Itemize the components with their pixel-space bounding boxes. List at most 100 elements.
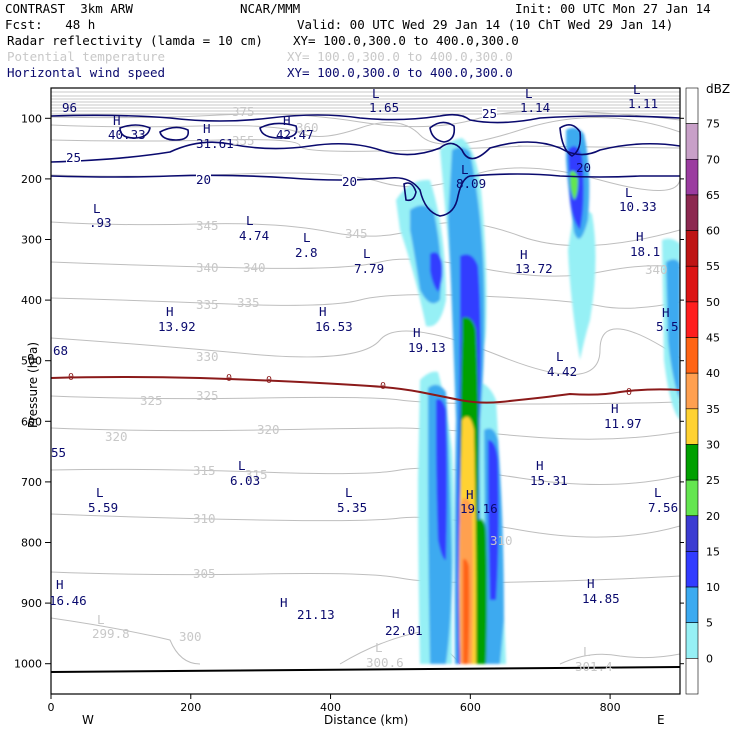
dbz-cell-green-east — [570, 171, 578, 200]
field-reflectivity-xy: XY= 100.0,300.0 to 400.0,300.0 — [293, 33, 519, 48]
colorbar-swatch — [685, 337, 699, 374]
wind-contour-25-top — [51, 113, 680, 124]
y-tick-label: 300 — [21, 234, 42, 247]
theta-label: 300 — [179, 629, 202, 644]
theta-label: 320 — [257, 422, 280, 437]
theta-contour-325 — [51, 395, 680, 405]
dbz-cell-dark-orange — [463, 558, 470, 664]
extremum-letter: H — [203, 121, 211, 136]
extremum-value: 1.14 — [520, 100, 551, 115]
theta-extremum-value: 300.6 — [366, 655, 404, 670]
plot-area — [51, 91, 680, 673]
y-tick-label: 900 — [21, 597, 42, 610]
colorbar-level-label: 20 — [706, 510, 720, 523]
extremum-value: 13.72 — [515, 261, 553, 276]
west-label: W — [82, 713, 94, 727]
y-tick-label: 400 — [21, 294, 42, 307]
extremum-letter: L — [93, 201, 101, 216]
extremum-value: 21.13 — [297, 607, 335, 622]
colorbar-level-label: 35 — [706, 403, 720, 416]
theta-extremum-letter: L — [375, 640, 383, 655]
extremum-letter: H — [166, 304, 174, 319]
extremum-value: 16.46 — [49, 593, 87, 608]
y-tick-label: 800 — [21, 537, 42, 550]
theta-contour-315 — [51, 467, 680, 486]
theta-contour-320 — [51, 427, 680, 440]
extremum-value: 1.65 — [369, 100, 400, 115]
wind-contour-closed-1 — [159, 126, 190, 141]
colorbar-level-label: 55 — [706, 260, 720, 273]
plot-source-title: CONTRAST 3km ARW — [5, 1, 133, 16]
theta-label: 315 — [193, 463, 216, 478]
colorbar-swatch — [685, 408, 699, 445]
freezing-level-line — [51, 376, 680, 404]
extremum-letter: L — [345, 485, 353, 500]
y-tick-label: 100 — [21, 112, 42, 125]
freezing-label: 0 — [68, 372, 75, 383]
extremum-value: .93 — [89, 215, 112, 230]
x-tick-label: 0 — [48, 701, 55, 714]
init-time: Init: 00 UTC Mon 27 Jan 14 — [515, 1, 711, 16]
colorbar-swatch — [685, 551, 699, 588]
colorbar-swatch — [685, 622, 699, 659]
extremum-letter: L — [625, 185, 633, 200]
extremum-value: 15.31 — [530, 473, 568, 488]
extremum-value: 5.5 — [656, 319, 679, 334]
edge-value: 55 — [51, 445, 67, 460]
extremum-letter: H — [466, 487, 474, 502]
forecast-hour: Fcst: 48 h — [5, 17, 96, 32]
theta-extremum-letter: L — [583, 644, 591, 659]
extremum-value: 2.8 — [295, 245, 318, 260]
freezing-label: 0 — [626, 387, 633, 398]
x-tick-label: 400 — [320, 701, 341, 714]
extremum-letter: H — [413, 325, 421, 340]
theta-contour-305 — [51, 571, 680, 583]
y-axis-title: Pressure (hPa) — [26, 341, 40, 429]
extremum-value: 16.53 — [315, 319, 353, 334]
colorbar-level-label: 70 — [706, 153, 720, 166]
colorbar-swatch — [685, 230, 699, 267]
colorbar-swatch — [685, 479, 699, 517]
wind-contour-closed-2 — [259, 122, 298, 139]
theta-label: 315 — [245, 467, 268, 482]
edge-value: 96 — [62, 100, 78, 115]
theta-label: 335 — [196, 297, 219, 312]
theta-label: 340 — [645, 262, 668, 277]
extremum-letter: L — [556, 349, 564, 364]
extremum-value: 14.85 — [582, 591, 620, 606]
ground-line — [51, 666, 680, 673]
colorbar-swatch — [685, 658, 699, 695]
extremum-value: 8.09 — [456, 176, 487, 191]
colorbar-swatch — [685, 123, 699, 160]
freezing-label: 0 — [266, 375, 273, 386]
extremum-letter: L — [633, 82, 641, 97]
colorbar-level-label: 25 — [706, 474, 720, 487]
x-axis-title: Distance (km) — [324, 713, 409, 727]
colorbar-level-label: 45 — [706, 332, 720, 345]
theta-label: 325 — [196, 388, 219, 403]
plot-frame — [50, 87, 681, 695]
dbz-cell-blue-edge — [666, 259, 680, 400]
theta-extremum-letter: L — [97, 612, 105, 627]
freezing-label: 0 — [380, 381, 387, 392]
x-tick-label: 800 — [600, 701, 621, 714]
wind-label-20: 20 — [196, 172, 212, 187]
theta-label: 305 — [193, 566, 216, 581]
extremum-letter: H — [113, 113, 121, 128]
x-axis: 0 200 400 600 800 — [48, 694, 621, 714]
extremum-value: 40.33 — [108, 127, 146, 142]
extremum-letter: H — [392, 606, 400, 621]
y-tick-label: 500 — [21, 355, 42, 368]
extremum-value: 6.03 — [230, 473, 261, 488]
extremum-value: 1.11 — [628, 96, 659, 111]
wind-contour-closed-4 — [559, 124, 582, 157]
theta-extremum-value: 301.4 — [575, 659, 613, 674]
plot-institution: NCAR/MMM — [240, 1, 301, 16]
dbz-cell-darkblue-right — [488, 440, 499, 600]
y-tick-label: 200 — [21, 173, 42, 186]
extremum-value: 13.92 — [158, 319, 196, 334]
extremum-letter: H — [56, 577, 64, 592]
